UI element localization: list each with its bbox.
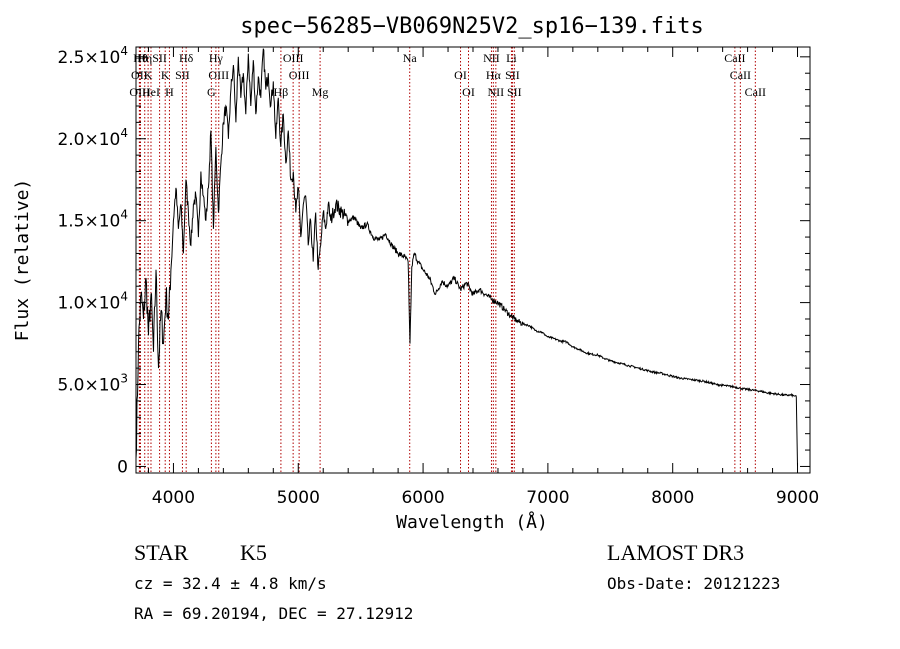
x-tick-label: 5000 [277, 488, 320, 508]
y-tick-label: 1.5×104 [57, 208, 128, 232]
y-axis: 0 5.0×103 1.0×104 1.5×104 2.0×104 2.5×104 [57, 44, 810, 477]
line-label: G [207, 85, 216, 99]
line-label: NII [483, 51, 500, 65]
line-label: OIII [129, 85, 150, 99]
line-label: CaII [724, 51, 745, 65]
line-label-layer: HθOIIOIIIHηKHeISIIKHHδSIIGHγOIIIHβOIIIOI… [129, 51, 766, 99]
line-label: Na [403, 51, 418, 65]
line-label: OII [131, 68, 148, 82]
x-axis-label: Wavelength (Å) [396, 511, 548, 533]
line-label: OIII [283, 51, 304, 65]
y-tick-label: 1.0×104 [57, 290, 128, 314]
y-axis-label: Flux (relative) [12, 179, 33, 342]
x-tick-label: 7000 [526, 488, 569, 508]
line-label: OIII [208, 68, 229, 82]
y-tick-label: 0 [117, 457, 128, 477]
observation-date: Obs-Date: 20121223 [607, 574, 780, 593]
x-tick-label: 4000 [152, 488, 195, 508]
line-label: Mg [312, 85, 329, 99]
coordinates-readout: RA = 69.20194, DEC = 27.12912 [134, 604, 413, 623]
line-label: OI [462, 85, 475, 99]
line-label: NII [488, 85, 505, 99]
line-label: SII [175, 68, 190, 82]
line-label: OIII [289, 68, 310, 82]
line-label: Hθ [133, 51, 148, 65]
line-marker-layer [138, 47, 756, 473]
line-label: Hβ [274, 85, 289, 99]
line-label: SII [152, 51, 167, 65]
chart-title: spec−56285−VB069N25V2_sp16−139.fits [240, 14, 704, 39]
line-label: K [144, 68, 153, 82]
y-tick-label: 5.0×103 [57, 372, 128, 396]
object-class: STAR [134, 540, 189, 565]
line-label: Hα [486, 68, 502, 82]
line-label: Hδ [179, 51, 194, 65]
line-label: SII [507, 85, 522, 99]
line-label: OI [454, 68, 467, 82]
x-axis: 4000 5000 6000 7000 8000 9000 [147, 47, 819, 508]
object-subclass: K5 [240, 540, 267, 565]
line-label: Li [506, 51, 517, 65]
line-label: Hη [137, 51, 152, 65]
line-label: CaII [730, 68, 751, 82]
line-label: CaII [745, 85, 766, 99]
line-label: H [165, 85, 174, 99]
plot-frame [135, 46, 811, 474]
x-tick-label: 8000 [651, 488, 694, 508]
line-label: HeI [142, 85, 160, 99]
survey-name: LAMOST DR3 [607, 540, 744, 565]
x-tick-label: 6000 [401, 488, 444, 508]
spectrum-layer [135, 48, 798, 467]
spectrum-line [135, 48, 798, 467]
y-tick-label: 2.0×104 [57, 126, 128, 150]
redshift-readout: cz = 32.4 ± 4.8 km/s [134, 574, 327, 593]
y-tick-label: 2.5×104 [57, 44, 128, 68]
x-tick-label: 9000 [776, 488, 819, 508]
line-label: SII [505, 68, 520, 82]
line-label: Hγ [209, 51, 224, 65]
line-label: K [161, 68, 170, 82]
